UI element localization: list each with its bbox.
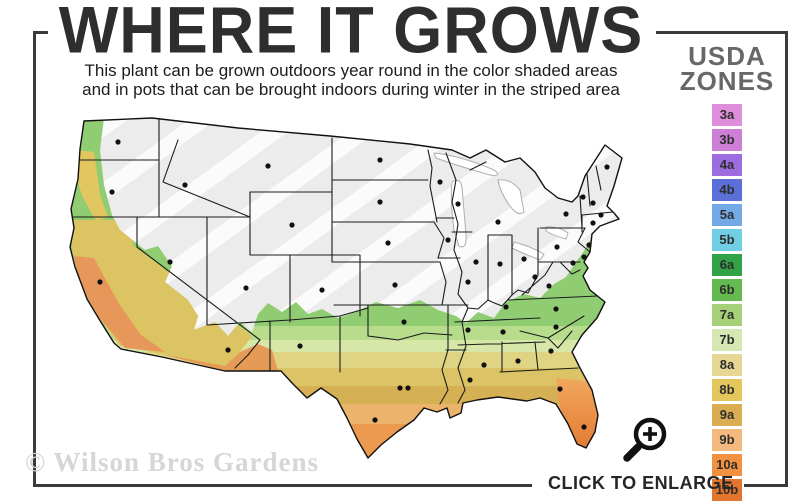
legend-zone-4a: 4a: [712, 154, 742, 176]
legend-zone-6a: 6a: [712, 254, 742, 276]
frame-line-top-left: [33, 31, 48, 34]
frame-line-bottom-left: [33, 484, 532, 487]
legend-title-line-1: USDA: [688, 41, 766, 71]
frame-line-left: [33, 31, 36, 487]
frame-line-top-right: [656, 31, 788, 34]
legend-zone-8a: 8a: [712, 354, 742, 376]
zoom-in-icon[interactable]: [618, 408, 676, 468]
legend-zone-3a: 3a: [712, 104, 742, 126]
frame-line-right: [785, 31, 788, 487]
legend-zone-10a: 10a: [712, 454, 742, 476]
page-title: WHERE IT GROWS: [58, 0, 644, 67]
subtitle-line-2: and in pots that can be brought indoors …: [82, 80, 620, 99]
legend-zone-6b: 6b: [712, 279, 742, 301]
legend-zone-5b: 5b: [712, 229, 742, 251]
state-borders: [71, 118, 614, 405]
legend-zone-7b: 7b: [712, 329, 742, 351]
legend-zone-8b: 8b: [712, 379, 742, 401]
legend-title-line-2: ZONES: [679, 66, 775, 96]
legend-zone-5a: 5a: [712, 204, 742, 226]
enlarge-control[interactable]: CLICK TO ENLARGE: [526, 408, 756, 494]
legend-zone-7a: 7a: [712, 304, 742, 326]
legend-zone-10b: 10b: [712, 479, 742, 501]
legend-zone-3b: 3b: [712, 129, 742, 151]
frame-line-bottom-right: [744, 484, 788, 487]
legend-zone-4b: 4b: [712, 179, 742, 201]
great-lakes: [433, 152, 569, 261]
click-to-enlarge-label[interactable]: CLICK TO ENLARGE: [548, 473, 734, 493]
legend-zone-9a: 9a: [712, 404, 742, 426]
usda-zones-legend: USDA ZONES 3a 3b 4a 4b 5a 5b 6a 6b 7a 7b 8a 8b 9a 9b 1…: [661, 41, 793, 504]
watermark: © Wilson Bros Gardens: [25, 447, 319, 477]
subtitle-line-1: This plant can be grown outdoors year ro…: [84, 61, 618, 80]
subtitle: This plant can be grown outdoors year ro…: [40, 61, 662, 99]
legend-zone-9b: 9b: [712, 429, 742, 451]
legend-zone-list: 3a 3b 4a 4b 5a 5b 6a 6b 7a 7b 8a 8b 9a 9b 10a 10b: [661, 104, 793, 501]
us-outline: [69, 117, 623, 459]
city-dots: [97, 139, 610, 430]
